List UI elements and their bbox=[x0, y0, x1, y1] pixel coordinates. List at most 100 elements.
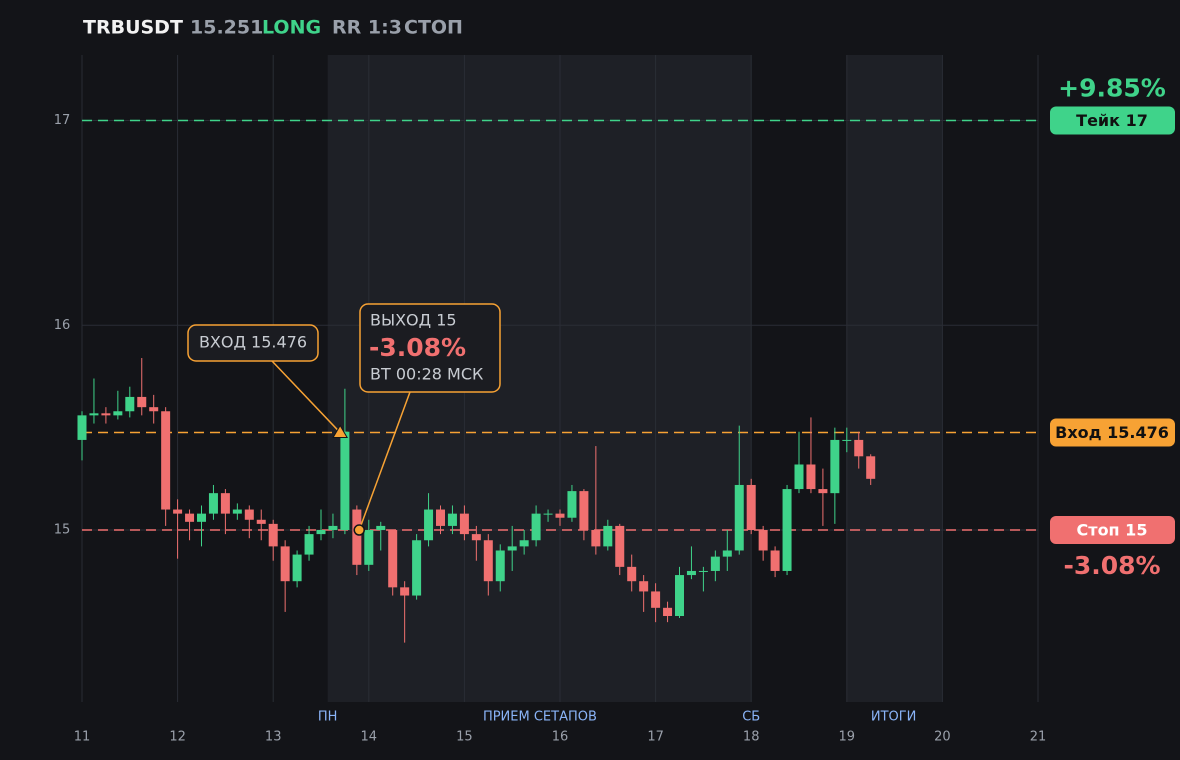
x-tick-label: 15 bbox=[456, 730, 473, 745]
exit-connector bbox=[358, 391, 411, 531]
candle-body bbox=[806, 464, 816, 490]
candle-body bbox=[519, 540, 529, 547]
candle-body bbox=[292, 554, 302, 582]
candle-body bbox=[495, 550, 505, 582]
level-label: Вход 15.476 bbox=[1055, 423, 1169, 442]
y-tick-label: 15 bbox=[54, 523, 71, 538]
exit-marker bbox=[353, 524, 365, 536]
candle-body bbox=[782, 489, 792, 571]
candle-body bbox=[220, 493, 230, 514]
candle-body bbox=[722, 550, 732, 557]
candle-body bbox=[746, 484, 756, 531]
candle-body bbox=[208, 493, 218, 514]
level-pill bbox=[1050, 516, 1175, 545]
candle-body bbox=[436, 509, 445, 526]
candle-body bbox=[710, 556, 720, 571]
candle-body bbox=[483, 540, 493, 582]
candle-body bbox=[543, 513, 553, 515]
level-change: +9.85% bbox=[1058, 74, 1166, 103]
candle-body bbox=[161, 411, 171, 510]
x-tick-label: 16 bbox=[552, 730, 569, 745]
candle-body bbox=[256, 519, 266, 524]
y-tick-label: 17 bbox=[54, 113, 71, 128]
candle-body bbox=[352, 509, 362, 565]
entry-label: ВХОД 15.476 bbox=[199, 333, 307, 352]
side: LONG bbox=[262, 17, 321, 39]
x-tick-label: 12 bbox=[169, 730, 186, 745]
candle-body bbox=[244, 509, 254, 520]
candle-body bbox=[686, 570, 696, 576]
session-band bbox=[846, 55, 943, 702]
candle-body bbox=[603, 525, 613, 547]
rr: RR 1:3 bbox=[332, 17, 402, 39]
candle-body bbox=[567, 491, 577, 518]
candle-body bbox=[842, 439, 852, 441]
x-tick-label: 19 bbox=[839, 730, 856, 745]
candle-body bbox=[627, 566, 637, 582]
candle-body bbox=[651, 591, 661, 608]
entry-box bbox=[187, 324, 319, 362]
candle-body bbox=[675, 575, 684, 617]
status: СТОП bbox=[404, 17, 463, 39]
candle-body bbox=[471, 534, 481, 541]
x-tick-label: 11 bbox=[74, 730, 91, 745]
x-tick-label: 14 bbox=[361, 730, 378, 745]
x-tick-label: 21 bbox=[1030, 730, 1047, 745]
session-label: ПРИЕМ СЕТАПОВ bbox=[483, 710, 597, 725]
candle-body bbox=[770, 550, 780, 571]
candle-body bbox=[173, 509, 183, 514]
candle-body bbox=[830, 439, 840, 494]
x-tick-label: 17 bbox=[647, 730, 664, 745]
candle-body bbox=[125, 396, 135, 412]
candle-body bbox=[268, 523, 278, 547]
candle-body bbox=[185, 513, 195, 522]
candle-body bbox=[280, 546, 290, 582]
exit-time: ВТ 00:28 МСК bbox=[370, 365, 484, 384]
candle-body bbox=[89, 413, 99, 416]
candle-body bbox=[579, 491, 589, 531]
candle-body bbox=[866, 456, 876, 479]
candle-body bbox=[758, 530, 768, 551]
level-change: -3.08% bbox=[1063, 551, 1160, 580]
candle-body bbox=[854, 439, 864, 457]
candle-body bbox=[507, 546, 517, 551]
candle-body bbox=[555, 513, 565, 518]
candle-body bbox=[400, 587, 410, 596]
candle-body bbox=[340, 431, 350, 531]
candle-body bbox=[304, 534, 314, 555]
candle-body bbox=[388, 530, 398, 588]
exit-title: ВЫХОД 15 bbox=[370, 311, 457, 330]
level-label: Тейк 17 bbox=[1076, 111, 1148, 130]
candle-body bbox=[615, 525, 625, 567]
candle-body bbox=[316, 530, 326, 535]
exit-box bbox=[359, 303, 501, 393]
candle-body bbox=[663, 607, 673, 617]
candle-body bbox=[639, 581, 649, 592]
candle-body bbox=[794, 464, 804, 490]
candle-body bbox=[376, 525, 386, 531]
x-tick-label: 20 bbox=[934, 730, 951, 745]
candle-body bbox=[424, 509, 434, 541]
level-pill bbox=[1050, 106, 1175, 135]
level-pill bbox=[1050, 418, 1175, 447]
candle-body bbox=[364, 530, 374, 565]
session-label: СБ bbox=[742, 710, 760, 725]
candle-body bbox=[531, 513, 541, 541]
candle-body bbox=[149, 407, 159, 412]
candle-body bbox=[447, 513, 457, 526]
entry-marker bbox=[332, 424, 348, 439]
candle-body bbox=[113, 411, 123, 416]
candle-body bbox=[459, 513, 469, 535]
level-label: Стоп 15 bbox=[1077, 521, 1148, 540]
x-tick-label: 13 bbox=[265, 730, 282, 745]
price: 15.251 bbox=[190, 17, 263, 39]
candle-body bbox=[101, 413, 111, 416]
candle-body bbox=[734, 484, 744, 551]
y-tick-label: 16 bbox=[54, 318, 71, 333]
candle-body bbox=[232, 509, 242, 514]
candle-body bbox=[197, 513, 206, 522]
session-label: ПН bbox=[318, 710, 338, 725]
entry-connector bbox=[271, 360, 341, 434]
candle-body bbox=[591, 530, 601, 547]
symbol: TRBUSDT bbox=[83, 17, 183, 39]
